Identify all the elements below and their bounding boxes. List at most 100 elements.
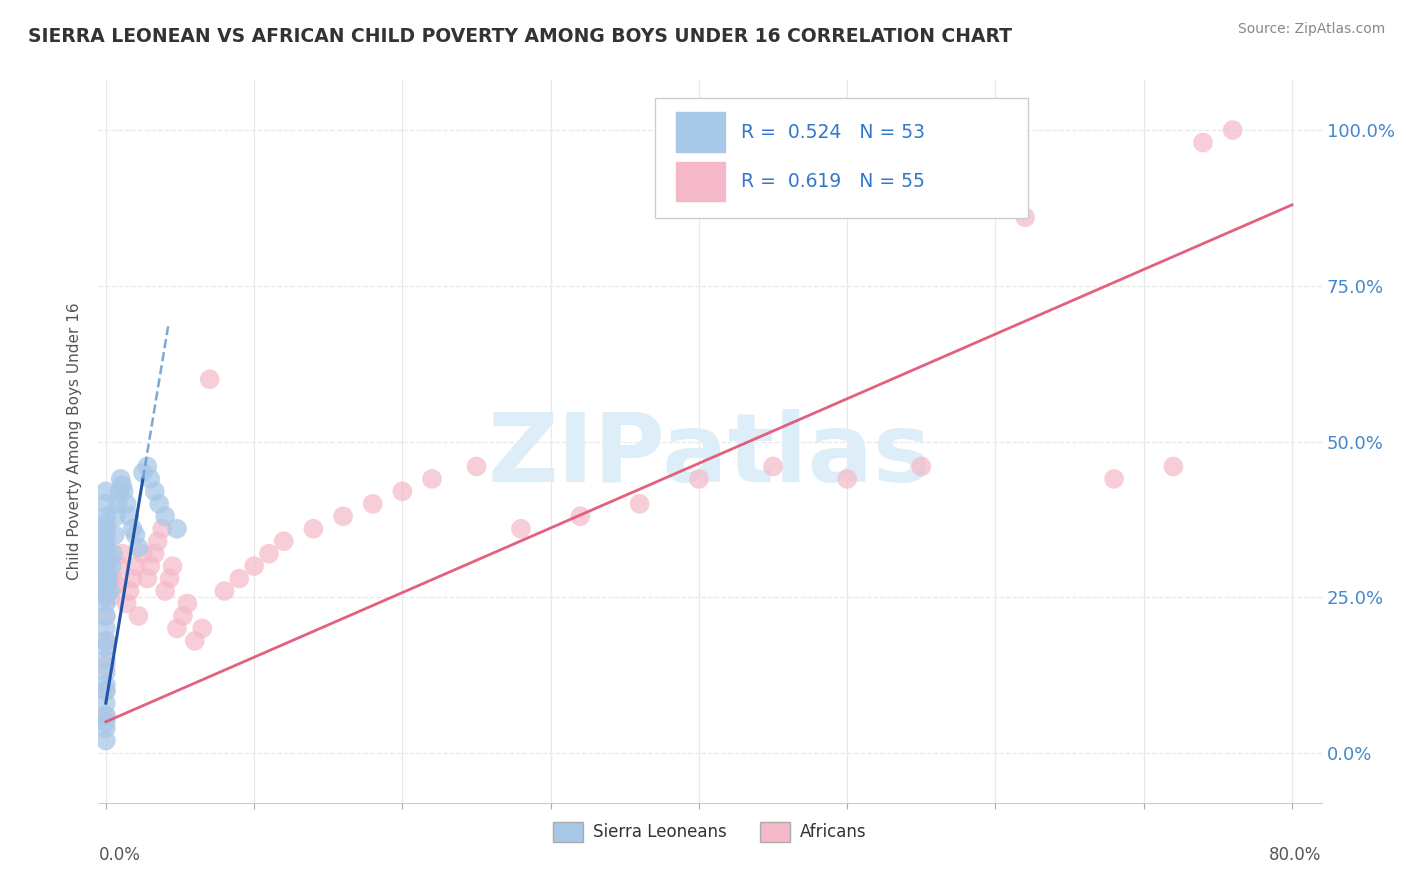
Point [94,708,117,723]
Point [688,472,710,486]
Point [273,534,295,549]
Text: R =  0.524   N = 53: R = 0.524 N = 53 [741,123,925,142]
Point [762,459,785,474]
Point [1222,123,1244,137]
Point [243,559,266,574]
Point [420,472,443,486]
Point [121,572,143,586]
Point [105,578,128,592]
Point [124,559,146,574]
Point [97,572,120,586]
Point [104,528,127,542]
Point [94,566,117,580]
Point [103,572,125,586]
Point [94,559,117,574]
Point [115,497,138,511]
Point [108,559,131,574]
Point [118,509,141,524]
Y-axis label: Child Poverty Among Boys Under 16: Child Poverty Among Boys Under 16 [67,302,83,581]
Point [94,683,117,698]
Point [94,677,117,691]
Point [94,559,117,574]
Point [228,572,250,586]
Point [94,609,117,624]
Point [1014,211,1036,225]
Point [94,572,117,586]
Bar [676,161,724,202]
Point [127,609,149,624]
Point [1192,136,1215,150]
Text: ZIPatlas: ZIPatlas [488,409,932,502]
Point [94,534,117,549]
Text: 0.0%: 0.0% [98,847,141,864]
Point [159,572,181,586]
Point [112,484,135,499]
Point [94,708,117,723]
Point [569,509,592,524]
Point [302,522,325,536]
Point [94,578,117,592]
Point [172,609,194,624]
Point [166,522,188,536]
Point [94,714,117,729]
Point [391,484,413,499]
Point [136,459,159,474]
Point [184,633,207,648]
Point [121,522,143,536]
Point [94,597,117,611]
Bar [676,112,724,153]
Point [139,559,162,574]
Point [143,547,166,561]
Point [108,484,131,499]
Point [136,572,159,586]
Point [98,591,121,605]
Point [146,534,169,549]
Point [127,541,149,555]
Point [162,559,184,574]
Point [94,572,117,586]
Text: SIERRA LEONEAN VS AFRICAN CHILD POVERTY AMONG BOYS UNDER 16 CORRELATION CHART: SIERRA LEONEAN VS AFRICAN CHILD POVERTY … [28,27,1012,45]
Point [361,497,384,511]
Point [94,633,117,648]
Point [139,472,162,486]
Point [98,584,121,599]
Point [191,621,214,635]
Point [94,541,117,555]
Point [115,597,138,611]
Point [94,497,117,511]
Point [150,522,173,536]
Point [510,522,533,536]
Text: R =  0.619   N = 55: R = 0.619 N = 55 [741,172,925,191]
Point [628,497,651,511]
Point [837,472,859,486]
Text: Source: ZipAtlas.com: Source: ZipAtlas.com [1237,22,1385,37]
Point [176,597,198,611]
Point [94,733,117,747]
Point [107,497,129,511]
Point [153,584,176,599]
Legend: Sierra Leoneans, Africans: Sierra Leoneans, Africans [547,815,873,848]
Point [94,516,117,530]
Point [118,584,141,599]
Point [1102,472,1125,486]
Point [94,553,117,567]
Point [153,509,176,524]
Point [198,372,221,386]
Point [94,522,117,536]
Point [103,547,125,561]
Point [110,472,132,486]
Point [94,547,117,561]
Point [94,658,117,673]
Point [94,528,117,542]
Point [465,459,488,474]
Point [105,509,128,524]
Point [94,509,117,524]
Point [94,696,117,710]
Text: 80.0%: 80.0% [1270,847,1322,864]
Point [143,484,166,499]
Point [111,478,134,492]
Point [214,584,236,599]
Point [94,584,117,599]
Point [132,547,155,561]
FancyBboxPatch shape [655,98,1028,218]
